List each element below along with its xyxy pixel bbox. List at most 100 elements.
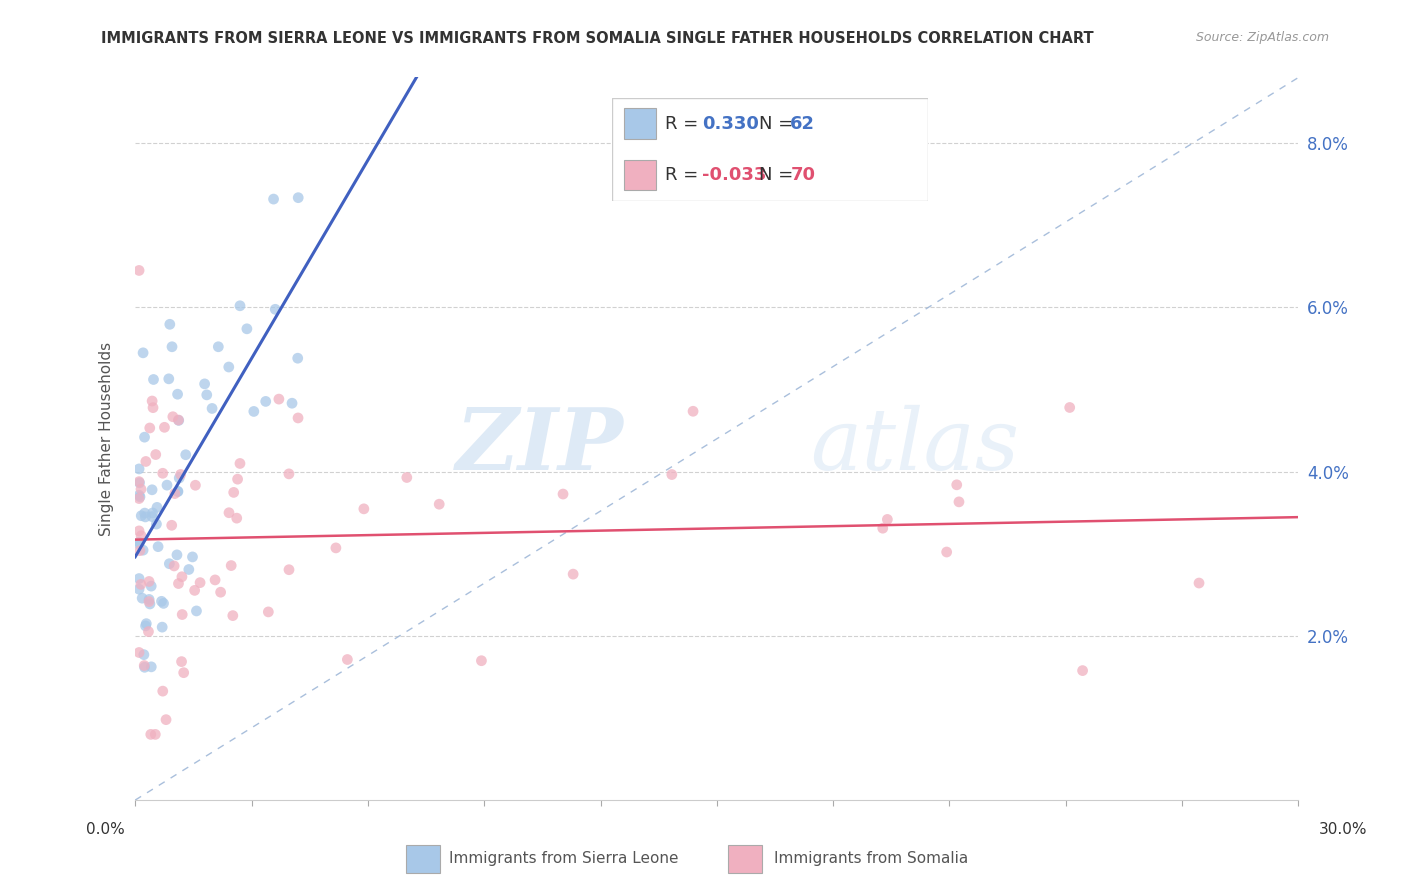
Point [222,485,245,500]
Point [146,500,169,515]
Point [209,585,232,599]
Point [226,472,249,486]
Point [229,457,252,471]
FancyBboxPatch shape [612,98,928,201]
Point [145,448,167,462]
FancyBboxPatch shape [728,845,762,872]
Point [201,401,224,416]
Text: ZIP: ZIP [456,404,624,488]
Point [427,497,450,511]
Text: 0.0%: 0.0% [86,822,125,837]
Point [138,594,160,608]
Point [138,574,160,589]
Text: R =: R = [665,166,704,184]
Point [225,511,247,525]
Point [169,467,191,482]
Point [1188,576,1211,591]
Point [160,518,183,533]
Point [281,396,304,410]
Point [134,658,156,673]
Point [173,665,195,680]
Point [128,572,150,586]
Point [128,475,150,490]
Point [142,506,165,520]
Point [141,579,163,593]
Point [128,524,150,538]
Point [207,340,229,354]
Point [470,654,492,668]
Point [159,318,181,332]
Point [153,420,176,434]
Point [129,529,152,543]
Point [264,302,287,317]
Point [167,413,190,427]
Point [236,322,259,336]
Point [163,486,186,500]
Point [167,413,190,427]
Point [128,488,150,502]
Point [141,483,163,497]
Y-axis label: Single Father Households: Single Father Households [100,342,114,536]
Point [129,482,152,496]
Text: 70: 70 [790,166,815,184]
Point [661,467,683,482]
Point [222,608,245,623]
Point [174,448,197,462]
Point [183,583,205,598]
Point [172,607,194,622]
Point [166,484,188,499]
Point [177,562,200,576]
Point [141,660,163,674]
Point [551,487,574,501]
Point [129,577,152,591]
Point [278,467,301,481]
Point [682,404,704,418]
Point [128,543,150,558]
Point [562,567,585,582]
FancyBboxPatch shape [406,845,440,872]
Text: R =: R = [665,115,704,133]
Point [152,684,174,698]
Point [157,372,180,386]
Point [129,490,152,504]
Point [287,191,309,205]
Point [146,540,169,554]
Text: -0.033: -0.033 [702,166,766,184]
Point [152,596,174,610]
Point [139,421,162,435]
Point [135,454,157,468]
Point [134,430,156,444]
Point [143,727,166,741]
Point [160,340,183,354]
Point [142,372,165,386]
Point [157,557,180,571]
Point [141,509,163,524]
Point [132,648,155,662]
Point [287,411,309,425]
Point [138,592,160,607]
Point [156,478,179,492]
Point [150,594,173,608]
Point [278,563,301,577]
Point [128,582,150,597]
Point [141,394,163,409]
Point [167,471,190,485]
Point [145,517,167,532]
Point [128,462,150,476]
Point [872,521,894,535]
Text: N =: N = [759,115,799,133]
Point [166,387,188,401]
Point [134,509,156,524]
Point [267,392,290,406]
Point [138,624,160,639]
Point [186,604,208,618]
Text: 0.330: 0.330 [702,115,759,133]
Point [152,467,174,481]
Point [142,401,165,415]
Point [139,727,162,741]
Point [170,655,193,669]
Point [1059,401,1081,415]
Point [155,713,177,727]
Point [134,506,156,520]
Point [935,545,957,559]
